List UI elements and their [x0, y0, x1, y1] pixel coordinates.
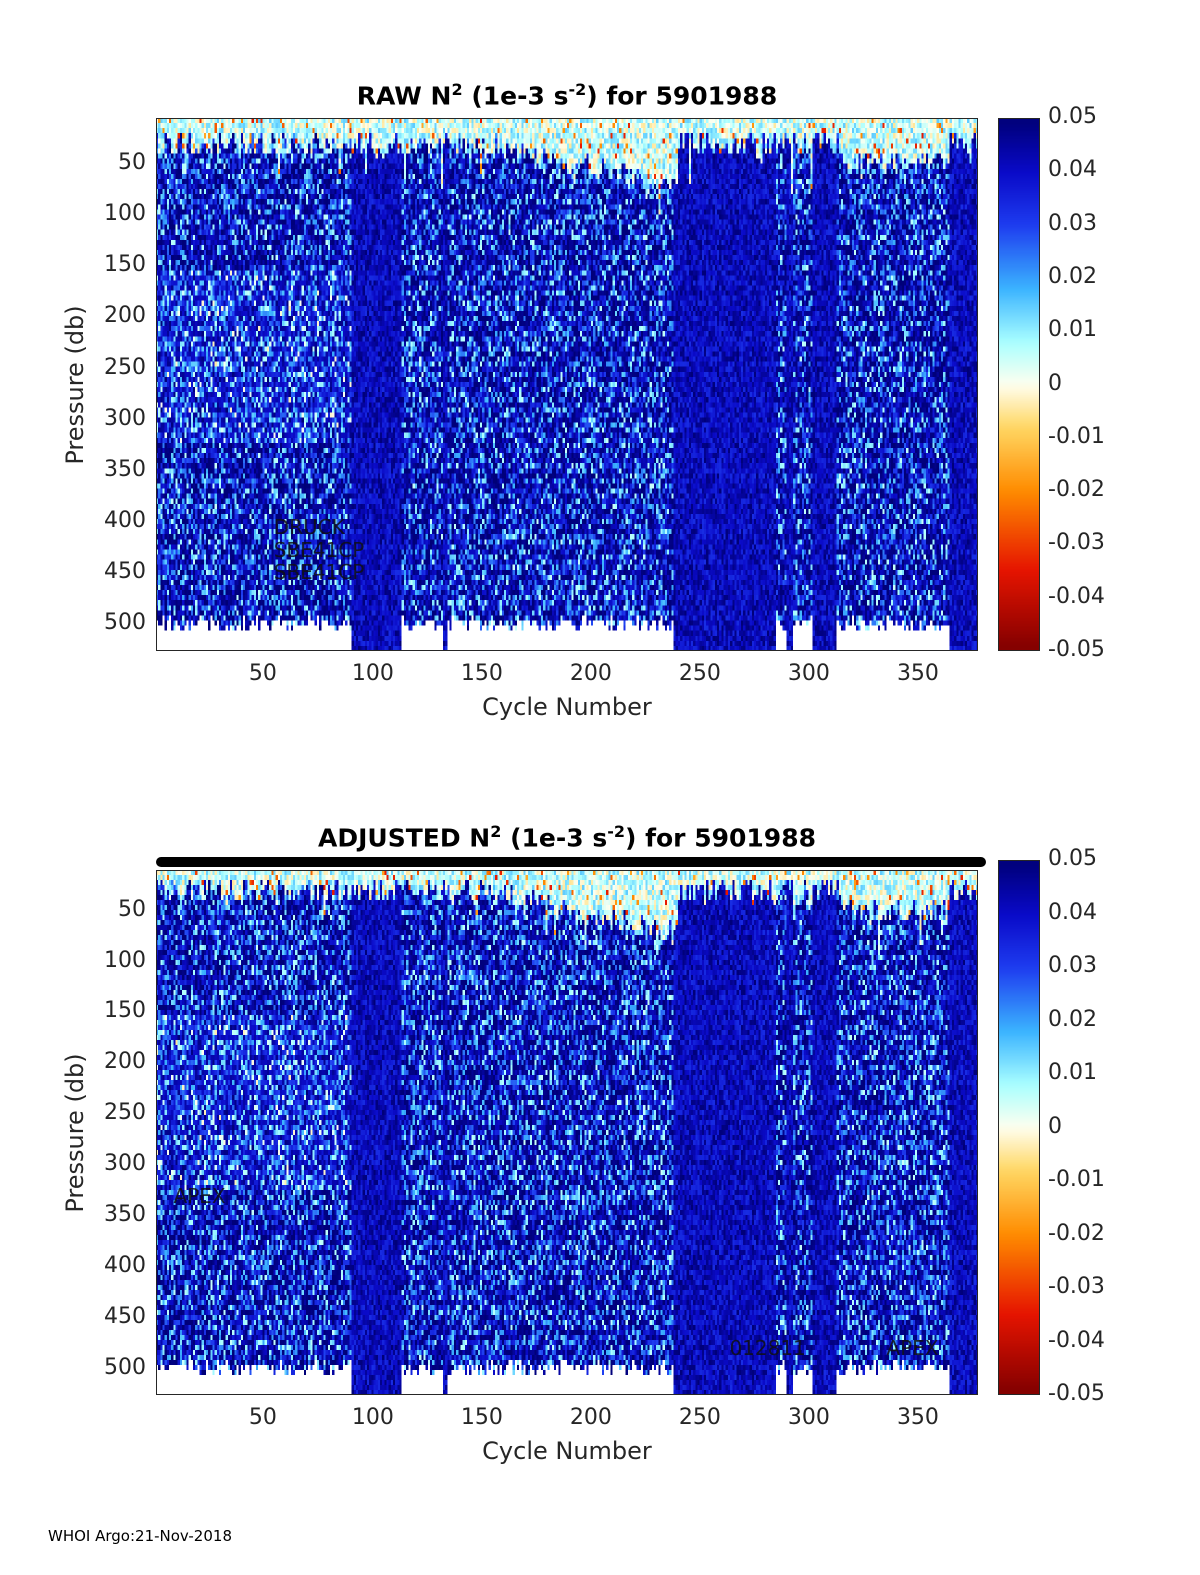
colorbar-tick-label: 0 — [1048, 370, 1062, 396]
colorbar-tick-label: 0.04 — [1048, 157, 1097, 183]
colorbar-tick-label: 0.01 — [1048, 1060, 1097, 1085]
y-tick-label: 150 — [104, 998, 146, 1024]
x-tick-label: 350 — [896, 1405, 939, 1430]
colorbar-tick-label: -0.04 — [1048, 583, 1105, 609]
plot-area — [156, 870, 978, 1395]
x-tick-label: 150 — [460, 1405, 503, 1430]
title-sup2: -2 — [607, 822, 625, 841]
y-tick-label: 200 — [104, 303, 146, 329]
colorbar-tick-label: -0.02 — [1048, 477, 1105, 503]
y-tick-label: 400 — [104, 508, 146, 534]
profile-markers-line — [156, 857, 986, 867]
y-tick-label: 250 — [104, 1100, 146, 1126]
y-tick-label: 400 — [104, 1252, 146, 1278]
x-tick-label: 50 — [248, 1405, 277, 1430]
heatmap-image — [156, 118, 978, 651]
title-suffix: ) for 5901988 — [625, 823, 816, 853]
x-tick-label: 100 — [351, 1405, 394, 1430]
colorbar-tick-label: -0.01 — [1048, 1167, 1105, 1192]
colorbar-tick-label: 0.05 — [1048, 104, 1097, 129]
x-axis-label: Cycle Number — [482, 1437, 652, 1465]
y-tick-label: 450 — [104, 559, 146, 585]
sensor-annotation: SBE41CP — [273, 560, 365, 585]
x-tick-label: 150 — [460, 661, 503, 686]
sensor-annotation: APEX — [886, 1336, 939, 1361]
y-tick-label: 500 — [104, 1354, 146, 1380]
heatmap-image — [156, 870, 978, 1395]
colorbar-tick-label: 0.02 — [1048, 1006, 1097, 1032]
colorbar-tick-label: 0.02 — [1048, 263, 1097, 289]
x-tick-label: 200 — [569, 1405, 612, 1430]
y-tick-label: 500 — [104, 610, 146, 636]
y-tick-label: 300 — [104, 1151, 146, 1177]
x-tick-label: 250 — [678, 661, 721, 686]
colorbar — [998, 860, 1040, 1395]
colorbar-tick-label: 0.01 — [1048, 317, 1097, 343]
x-tick-label: 350 — [896, 661, 939, 686]
y-tick-label: 200 — [104, 1049, 146, 1075]
title-mid: (1e-3 s — [501, 823, 608, 853]
colorbar — [998, 118, 1040, 651]
colorbar-tick-label: -0.01 — [1048, 423, 1105, 449]
title-prefix: RAW N — [356, 81, 452, 111]
raw-panel: RAW N2 (1e-3 s-2) for 5901988 50 100 150 200… — [0, 0, 1200, 721]
colorbar-tick-label: -0.05 — [1048, 637, 1105, 662]
colorbar-tick-label: 0.04 — [1048, 899, 1097, 925]
x-axis-label: Cycle Number — [482, 693, 652, 721]
title-sup1: 2 — [490, 822, 502, 841]
colorbar-tick-label: 0 — [1048, 1113, 1062, 1139]
y-tick-label: 50 — [118, 150, 146, 176]
colorbar-tick-label: 0.05 — [1048, 846, 1097, 871]
y-tick-label: 100 — [104, 201, 146, 227]
colorbar-tick-label: -0.05 — [1048, 1381, 1105, 1406]
y-tick-label: 150 — [104, 252, 146, 278]
x-tick-label: 50 — [248, 661, 277, 686]
y-tick-label: 450 — [104, 1303, 146, 1329]
y-tick-label: 350 — [104, 1201, 146, 1227]
colorbar-tick-label: -0.02 — [1048, 1220, 1105, 1246]
y-tick-label: 50 — [118, 896, 146, 922]
chart-title: RAW N2 (1e-3 s-2) for 5901988 — [156, 80, 978, 110]
x-tick-label: 300 — [787, 661, 830, 686]
sensor-annotation: 012811 — [729, 1336, 806, 1361]
y-tick-label: 350 — [104, 456, 146, 482]
sensor-annotation: APEX — [173, 1183, 226, 1208]
colorbar-tick-label: 0.03 — [1048, 210, 1097, 236]
x-tick-label: 100 — [351, 661, 394, 686]
title-suffix: ) for 5901988 — [586, 81, 778, 111]
y-tick-label: 250 — [104, 354, 146, 380]
footer-text: WHOI Argo:21-Nov-2018 — [48, 1527, 232, 1545]
colorbar-tick-label: 0.03 — [1048, 953, 1097, 978]
colorbar-tick-label: -0.03 — [1048, 1274, 1105, 1299]
y-tick-label: 300 — [104, 405, 146, 431]
title-prefix: ADJUSTED N — [318, 823, 491, 853]
y-tick-label: 100 — [104, 947, 146, 973]
title-mid: (1e-3 s — [462, 81, 569, 111]
x-tick-label: 200 — [569, 661, 612, 686]
x-tick-label: 250 — [678, 1405, 721, 1430]
sensor-annotation: DRUCK — [273, 515, 345, 540]
sensor-annotation: SBE41CP — [273, 537, 365, 562]
adjusted-panel: ADJUSTED N2 (1e-3 s-2) for 5901988 50 100 1… — [0, 0, 1200, 1465]
colorbar-tick-label: -0.04 — [1048, 1327, 1105, 1353]
x-tick-label: 300 — [787, 1405, 830, 1430]
plot-area — [156, 118, 978, 651]
title-sup2: -2 — [568, 80, 587, 99]
y-axis-label: Pressure (db) — [61, 1052, 89, 1213]
chart-title: ADJUSTED N2 (1e-3 s-2) for 5901988 — [156, 822, 978, 852]
title-sup1: 2 — [451, 80, 463, 99]
colorbar-tick-label: -0.03 — [1048, 530, 1105, 556]
